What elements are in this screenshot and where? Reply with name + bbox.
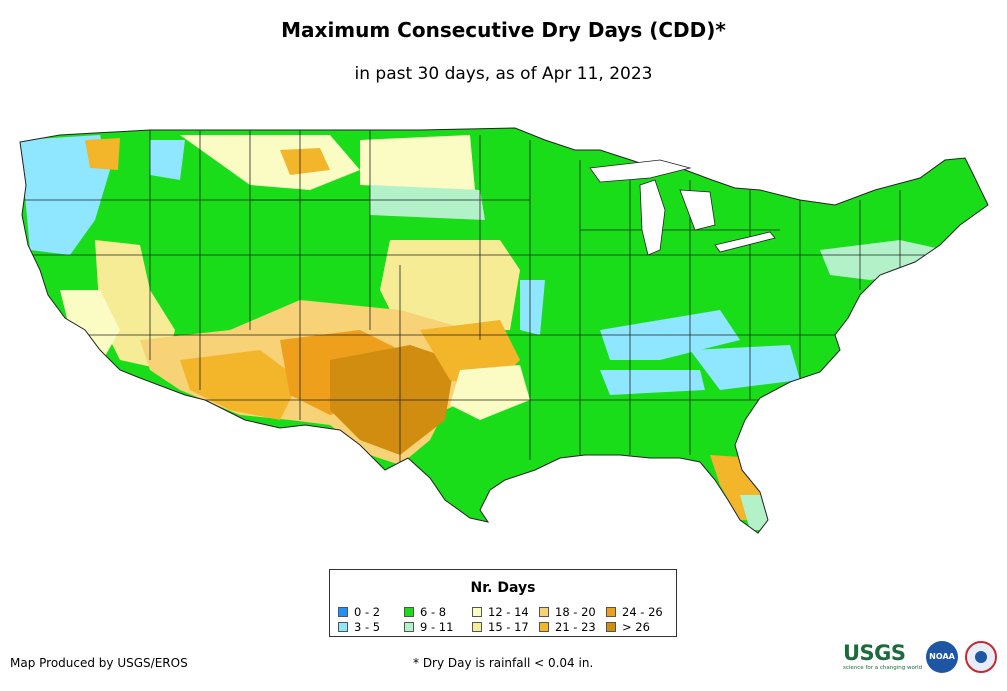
zone-south-dakota [370, 185, 485, 220]
legend-item: 15 - 17 [472, 621, 529, 633]
legend-label: > 26 [622, 620, 650, 634]
legend-label: 0 - 2 [354, 605, 381, 619]
agency-logos: USGS science for a changing world NOAA [843, 638, 1003, 678]
zone-north-dakota [360, 135, 475, 190]
legend-label: 18 - 20 [555, 605, 596, 619]
legend-swatch [539, 622, 549, 632]
legend-swatch [404, 622, 414, 632]
us-outline [19, 127, 989, 534]
legend-label: 24 - 26 [622, 605, 663, 619]
legend-label: 15 - 17 [488, 620, 529, 634]
usgs-logo: USGS [843, 641, 906, 665]
credit-text: Map Produced by USGS/EROS [10, 656, 188, 670]
legend-label: 21 - 23 [555, 620, 596, 634]
legend-item: 18 - 20 [539, 606, 596, 618]
zone-missouri-strip [520, 280, 545, 335]
lake-huron [679, 189, 716, 231]
legend-item: 0 - 2 [338, 606, 380, 618]
legend-item: 12 - 14 [472, 606, 529, 618]
zone-nebraska-kansas [380, 240, 520, 330]
zone-georgia-band [600, 370, 705, 395]
state-borders [20, 130, 950, 470]
legend-swatch [338, 607, 348, 617]
map-title: Maximum Consecutive Dry Days (CDD)* [281, 18, 726, 42]
zone-washington-coast [150, 140, 185, 180]
zone-carolinas [690, 345, 800, 390]
legend-swatch [338, 622, 348, 632]
zone-montana-hotspot [280, 148, 330, 175]
legend-swatch [472, 607, 482, 617]
legend-swatch [606, 622, 616, 632]
legend: Nr. Days 0 - 2 3 - 5 6 - 8 9 - 11 12 - 1… [329, 569, 677, 637]
dry-day-note: * Dry Day is rainfall < 0.04 in. [413, 656, 594, 670]
lake-superior [589, 159, 692, 183]
lake-erie [714, 231, 776, 253]
zone-south-florida [740, 495, 768, 530]
noaa-logo: NOAA [926, 641, 958, 673]
zone-pacific-northwest [20, 135, 110, 255]
legend-item: 24 - 26 [606, 606, 663, 618]
legend-label: 9 - 11 [420, 620, 454, 634]
legend-swatch [539, 607, 549, 617]
legend-item: 3 - 5 [338, 621, 380, 633]
zone-idaho-hotspot [85, 138, 120, 170]
lake-michigan [639, 179, 666, 256]
zone-oklahoma [450, 365, 530, 420]
legend-title: Nr. Days [470, 580, 536, 596]
legend-item: 21 - 23 [539, 621, 596, 633]
legend-label: 12 - 14 [488, 605, 529, 619]
legend-item: 9 - 11 [404, 621, 453, 633]
zone-nevada [60, 290, 120, 365]
legend-swatch [472, 622, 482, 632]
legend-item: 6 - 8 [404, 606, 446, 618]
nws-logo [965, 641, 997, 673]
legend-item: > 26 [606, 621, 650, 633]
usgs-tagline: science for a changing world [843, 665, 923, 671]
legend-swatch [404, 607, 414, 617]
legend-label: 6 - 8 [420, 605, 447, 619]
zone-arizona-core [180, 350, 300, 420]
map-subtitle: in past 30 days, as of Apr 11, 2023 [354, 64, 653, 84]
legend-swatch [606, 607, 616, 617]
legend-label: 3 - 5 [354, 620, 381, 634]
